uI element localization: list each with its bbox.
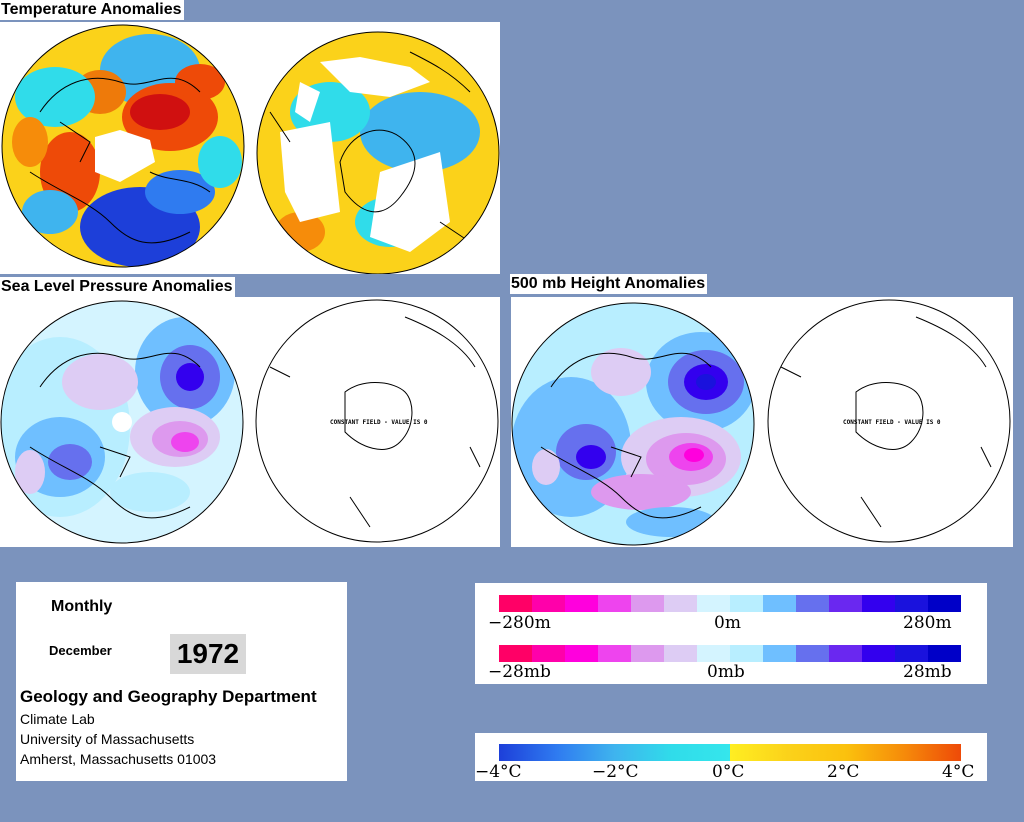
temperature-tick-1: −2°C [592,762,639,782]
temperature-tick-0: −4°C [475,762,522,782]
pressure-mid-label: 0mb [707,662,745,682]
height-mid-label: 0m [714,613,741,633]
sea-level-pressure-panel: CONSTANT FIELD - VALUE IS 0 [0,297,500,547]
period-label: Monthly [51,598,113,615]
height-color-bar [499,595,961,612]
temperature-tick-2: 0°C [712,762,745,782]
500mb-height-anomalies-title: 500 mb Height Anomalies [510,274,708,294]
500mb-height-panel: CONSTANT FIELD - VALUE IS 0 [511,297,1013,547]
constant-field-note: CONSTANT FIELD - VALUE IS 0 [843,419,941,426]
temperature-northern-hemisphere-map [2,25,244,267]
height-pressure-legend: −280m 0m 280m −28mb 0mb 28mb [475,583,987,684]
temperature-tick-3: 2°C [827,762,860,782]
department-label: Geology and Geography Department [20,687,317,706]
address-label: Amherst, Massachusetts 01003 [20,751,217,767]
temperature-anomalies-panel [0,22,500,274]
height-northern-hemisphere-map [512,303,754,545]
sea-level-pressure-anomalies-title: Sea Level Pressure Anomalies [0,277,235,297]
constant-field-note: CONSTANT FIELD - VALUE IS 0 [330,419,428,426]
temperature-tick-4: 4°C [942,762,975,782]
pressure-southern-hemisphere-map: CONSTANT FIELD - VALUE IS 0 [255,299,499,543]
temperature-color-bar [499,744,961,761]
university-label: University of Massachusetts [20,731,195,747]
temperature-anomalies-title: Temperature Anomalies [0,0,184,20]
year-label: 1972 [170,634,246,674]
pressure-min-label: −28mb [488,662,551,682]
info-box: Monthly December 1972 Geology and Geogra… [16,582,347,781]
month-label: December [49,643,112,658]
pressure-max-label: 28mb [903,662,952,682]
height-min-label: −280m [488,613,551,633]
pressure-northern-hemisphere-map [1,301,243,543]
pressure-color-bar [499,645,961,662]
temperature-southern-hemisphere-map [257,32,499,274]
height-max-label: 280m [903,613,952,633]
lab-label: Climate Lab [20,711,95,727]
temperature-legend: −4°C −2°C 0°C 2°C 4°C [475,733,987,782]
height-southern-hemisphere-map: CONSTANT FIELD - VALUE IS 0 [767,299,1011,543]
